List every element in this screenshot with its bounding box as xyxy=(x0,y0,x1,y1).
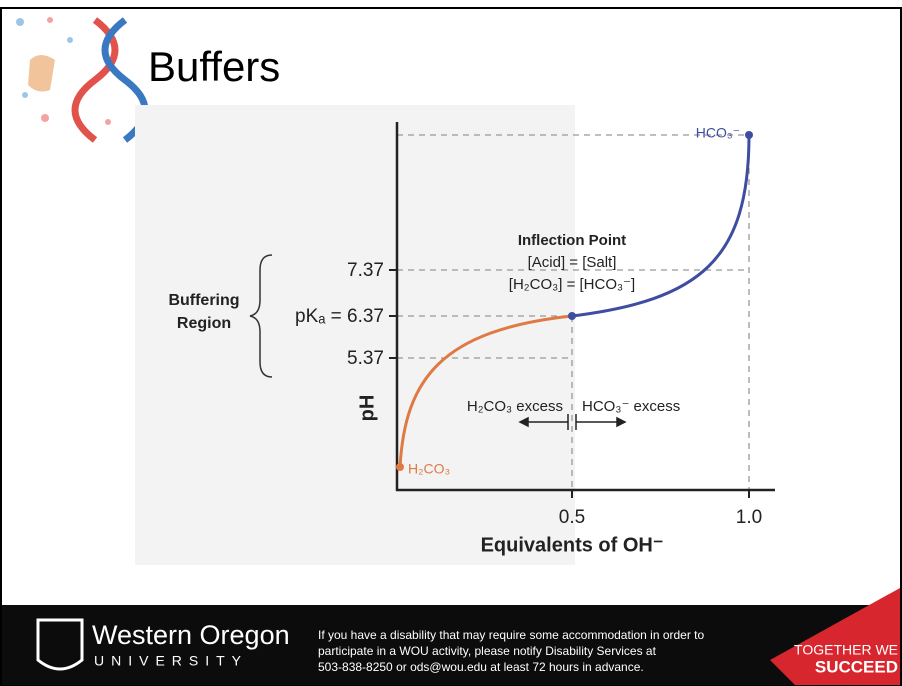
notice-line: If you have a disability that may requir… xyxy=(318,628,705,642)
university-sub: UNIVERSITY xyxy=(94,653,248,669)
inflection-title: Inflection Point xyxy=(518,232,626,249)
end-point xyxy=(745,131,753,139)
slide: Buffers 7.37 pKₐ = 6.37 5.37 0.5 1.0 Equ… xyxy=(0,0,902,686)
university-name: Western Oregon xyxy=(92,620,290,650)
y-axis-label: pH xyxy=(356,395,378,422)
slogan-line: TOGETHER WE xyxy=(794,642,898,658)
y-tick-label: 7.37 xyxy=(347,260,384,281)
notice-line: participate in a WOU activity, please no… xyxy=(318,644,657,658)
notice-line: 503-838-8250 or ods@wou.edu at least 72 … xyxy=(318,660,644,674)
x-tick-label: 0.5 xyxy=(559,507,585,528)
region-label: Region xyxy=(177,315,231,332)
region-label: Buffering xyxy=(168,292,239,309)
end-label: HCO₃⁻ xyxy=(696,125,740,141)
y-tick-label: pKₐ = 6.37 xyxy=(295,306,384,327)
x-tick-label: 1.0 xyxy=(736,507,762,528)
inflection-line: [Acid] = [Salt] xyxy=(528,254,617,271)
slide-title: Buffers xyxy=(148,43,280,90)
inflection-line: [H₂CO₃] = [HCO₃⁻] xyxy=(509,276,635,293)
slogan-line: SUCCEED xyxy=(815,657,898,676)
figure-background xyxy=(135,105,575,565)
left-excess: H₂CO₃ excess xyxy=(467,398,563,415)
inflection-point xyxy=(568,312,576,320)
y-tick-label: 5.37 xyxy=(347,348,384,369)
x-axis-label: Equivalents of OH⁻ xyxy=(481,534,664,556)
start-label: H₂CO₃ xyxy=(408,461,450,477)
right-excess: HCO₃⁻ excess xyxy=(582,398,680,415)
start-point xyxy=(396,463,404,471)
